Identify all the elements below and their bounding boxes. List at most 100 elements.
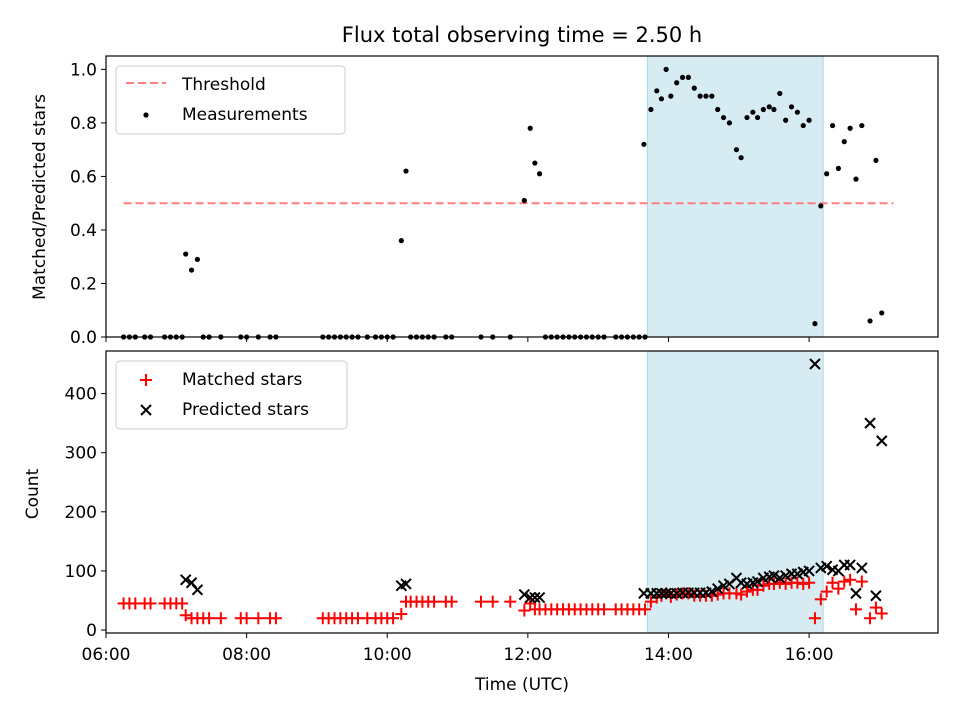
measurement-point: [674, 80, 680, 86]
bottom-legend: Matched stars Predicted stars: [115, 360, 348, 430]
measurement-point: [766, 104, 772, 110]
matched-star-point: [214, 612, 227, 625]
measurement-point: [829, 122, 836, 129]
measurement-point: [536, 171, 543, 177]
matched-star-point: [808, 612, 821, 625]
measurement-point: [841, 139, 847, 145]
measurement-point: [760, 106, 766, 113]
predicted-star-point: [820, 560, 833, 572]
bottom-y-tick-label: 400: [65, 385, 97, 405]
chart-title: Flux total observing time = 2.50 h: [342, 23, 702, 47]
bottom-y-tick-label: 300: [65, 444, 97, 464]
x-axis-label: Time (UTC): [474, 675, 569, 695]
x-tick-label: 14:00: [644, 645, 693, 665]
ratio-panel: 0.0 0.2 0.4 0.6 0.8 1.0 Flux total observing …: [30, 23, 939, 348]
measurement-point: [812, 321, 818, 327]
predicted-star-point: [524, 591, 536, 604]
measurement-point: [194, 256, 201, 262]
measurement-point: [754, 114, 761, 121]
predicted-star-point: [856, 562, 868, 574]
matched-star-point: [855, 575, 868, 588]
top-legend-box: [115, 65, 346, 135]
measurement-point: [859, 122, 865, 129]
predicted-star-point: [774, 572, 786, 584]
top-y-axis: 0.0 0.2 0.4 0.6 0.8 1.0: [70, 60, 106, 348]
predicted-star-point: [768, 569, 780, 582]
measurement-point: [726, 120, 733, 126]
matched-star-point: [849, 603, 862, 616]
bottom-y-tick-label: 200: [65, 503, 97, 523]
top-y-axis-label: Matched/Predicted stars: [30, 94, 50, 300]
matched-star-point: [735, 588, 748, 601]
measurement-point: [398, 238, 404, 244]
measurement-point: [879, 310, 885, 316]
top-y-tick-label: 0.0: [70, 328, 97, 348]
predicted-star-point: [809, 358, 821, 370]
measurement-point: [720, 114, 727, 121]
predicted-star-point: [706, 585, 718, 598]
legend-threshold-label: Threshold: [181, 75, 266, 95]
predicted-star-point: [651, 587, 663, 600]
measurement-point: [658, 96, 665, 102]
measurement-point: [847, 125, 853, 131]
bottom-axes-frame: [105, 350, 939, 634]
matched-star-point: [474, 595, 487, 608]
matched-star-point: [598, 603, 611, 616]
matched-star-point: [797, 577, 810, 590]
measurement-point: [663, 66, 669, 72]
measurement-point: [703, 93, 709, 99]
measurement-point: [783, 117, 789, 123]
top-y-tick-label: 0.2: [70, 274, 97, 294]
bottom-legend-box: [115, 360, 348, 430]
matched-star-point: [791, 576, 804, 589]
matched-star-point: [779, 577, 792, 590]
predicted-star-point: [844, 559, 856, 571]
measurement-point: [824, 171, 830, 177]
legend-measurements-label: Measurements: [182, 105, 308, 125]
predicted-star-point: [876, 435, 888, 447]
x-tick-label: 16:00: [785, 645, 834, 665]
legend-measurements-swatch: [143, 112, 149, 118]
legend-matched-swatch: [140, 374, 152, 386]
matched-star-point: [445, 595, 458, 608]
measurement-point: [668, 93, 674, 99]
measurement-point: [873, 157, 879, 163]
x-tick-label: 08:00: [222, 645, 271, 665]
matched-star-point: [240, 612, 253, 625]
measurement-point: [733, 147, 740, 153]
matched-star-point: [740, 585, 753, 598]
measurement-point: [794, 109, 800, 115]
bottom-y-axis-label: Count: [23, 468, 43, 519]
matched-star-point: [832, 582, 845, 595]
measurement-point: [532, 160, 538, 166]
matched-star-point: [869, 601, 882, 614]
matched-star-point: [252, 612, 265, 625]
top-y-tick-label: 0.6: [70, 167, 97, 187]
matched-star-point: [395, 608, 408, 621]
matched-star-point: [864, 612, 877, 625]
count-points: [117, 358, 888, 625]
bottom-y-tick-label: 100: [65, 562, 97, 582]
measurement-point: [818, 203, 824, 209]
observing-span-highlight: [646, 55, 824, 338]
matched-star-point: [387, 612, 400, 625]
matched-star-point: [639, 603, 652, 616]
top-axes-frame: [105, 55, 939, 338]
predicted-star-point: [850, 587, 862, 600]
matched-star-point: [203, 612, 216, 625]
predicted-star-point: [655, 587, 668, 600]
measurement-point: [771, 106, 777, 113]
matched-star-point: [767, 577, 780, 590]
matched-star-point: [179, 609, 192, 622]
measurement-point: [806, 117, 812, 123]
count-panel: 0 100 200 300 400 06:00 08:00 10:00 12:00 14:00 1…: [23, 350, 939, 695]
legend-predicted-label: Predicted stars: [182, 400, 309, 420]
measurement-point: [853, 176, 859, 182]
predicted-star-point: [803, 565, 815, 577]
matched-star-point: [820, 585, 833, 598]
measurement-point: [744, 114, 750, 121]
predicted-star-point: [533, 591, 546, 604]
predicted-star-point: [529, 591, 541, 604]
matched-star-point: [504, 595, 517, 608]
